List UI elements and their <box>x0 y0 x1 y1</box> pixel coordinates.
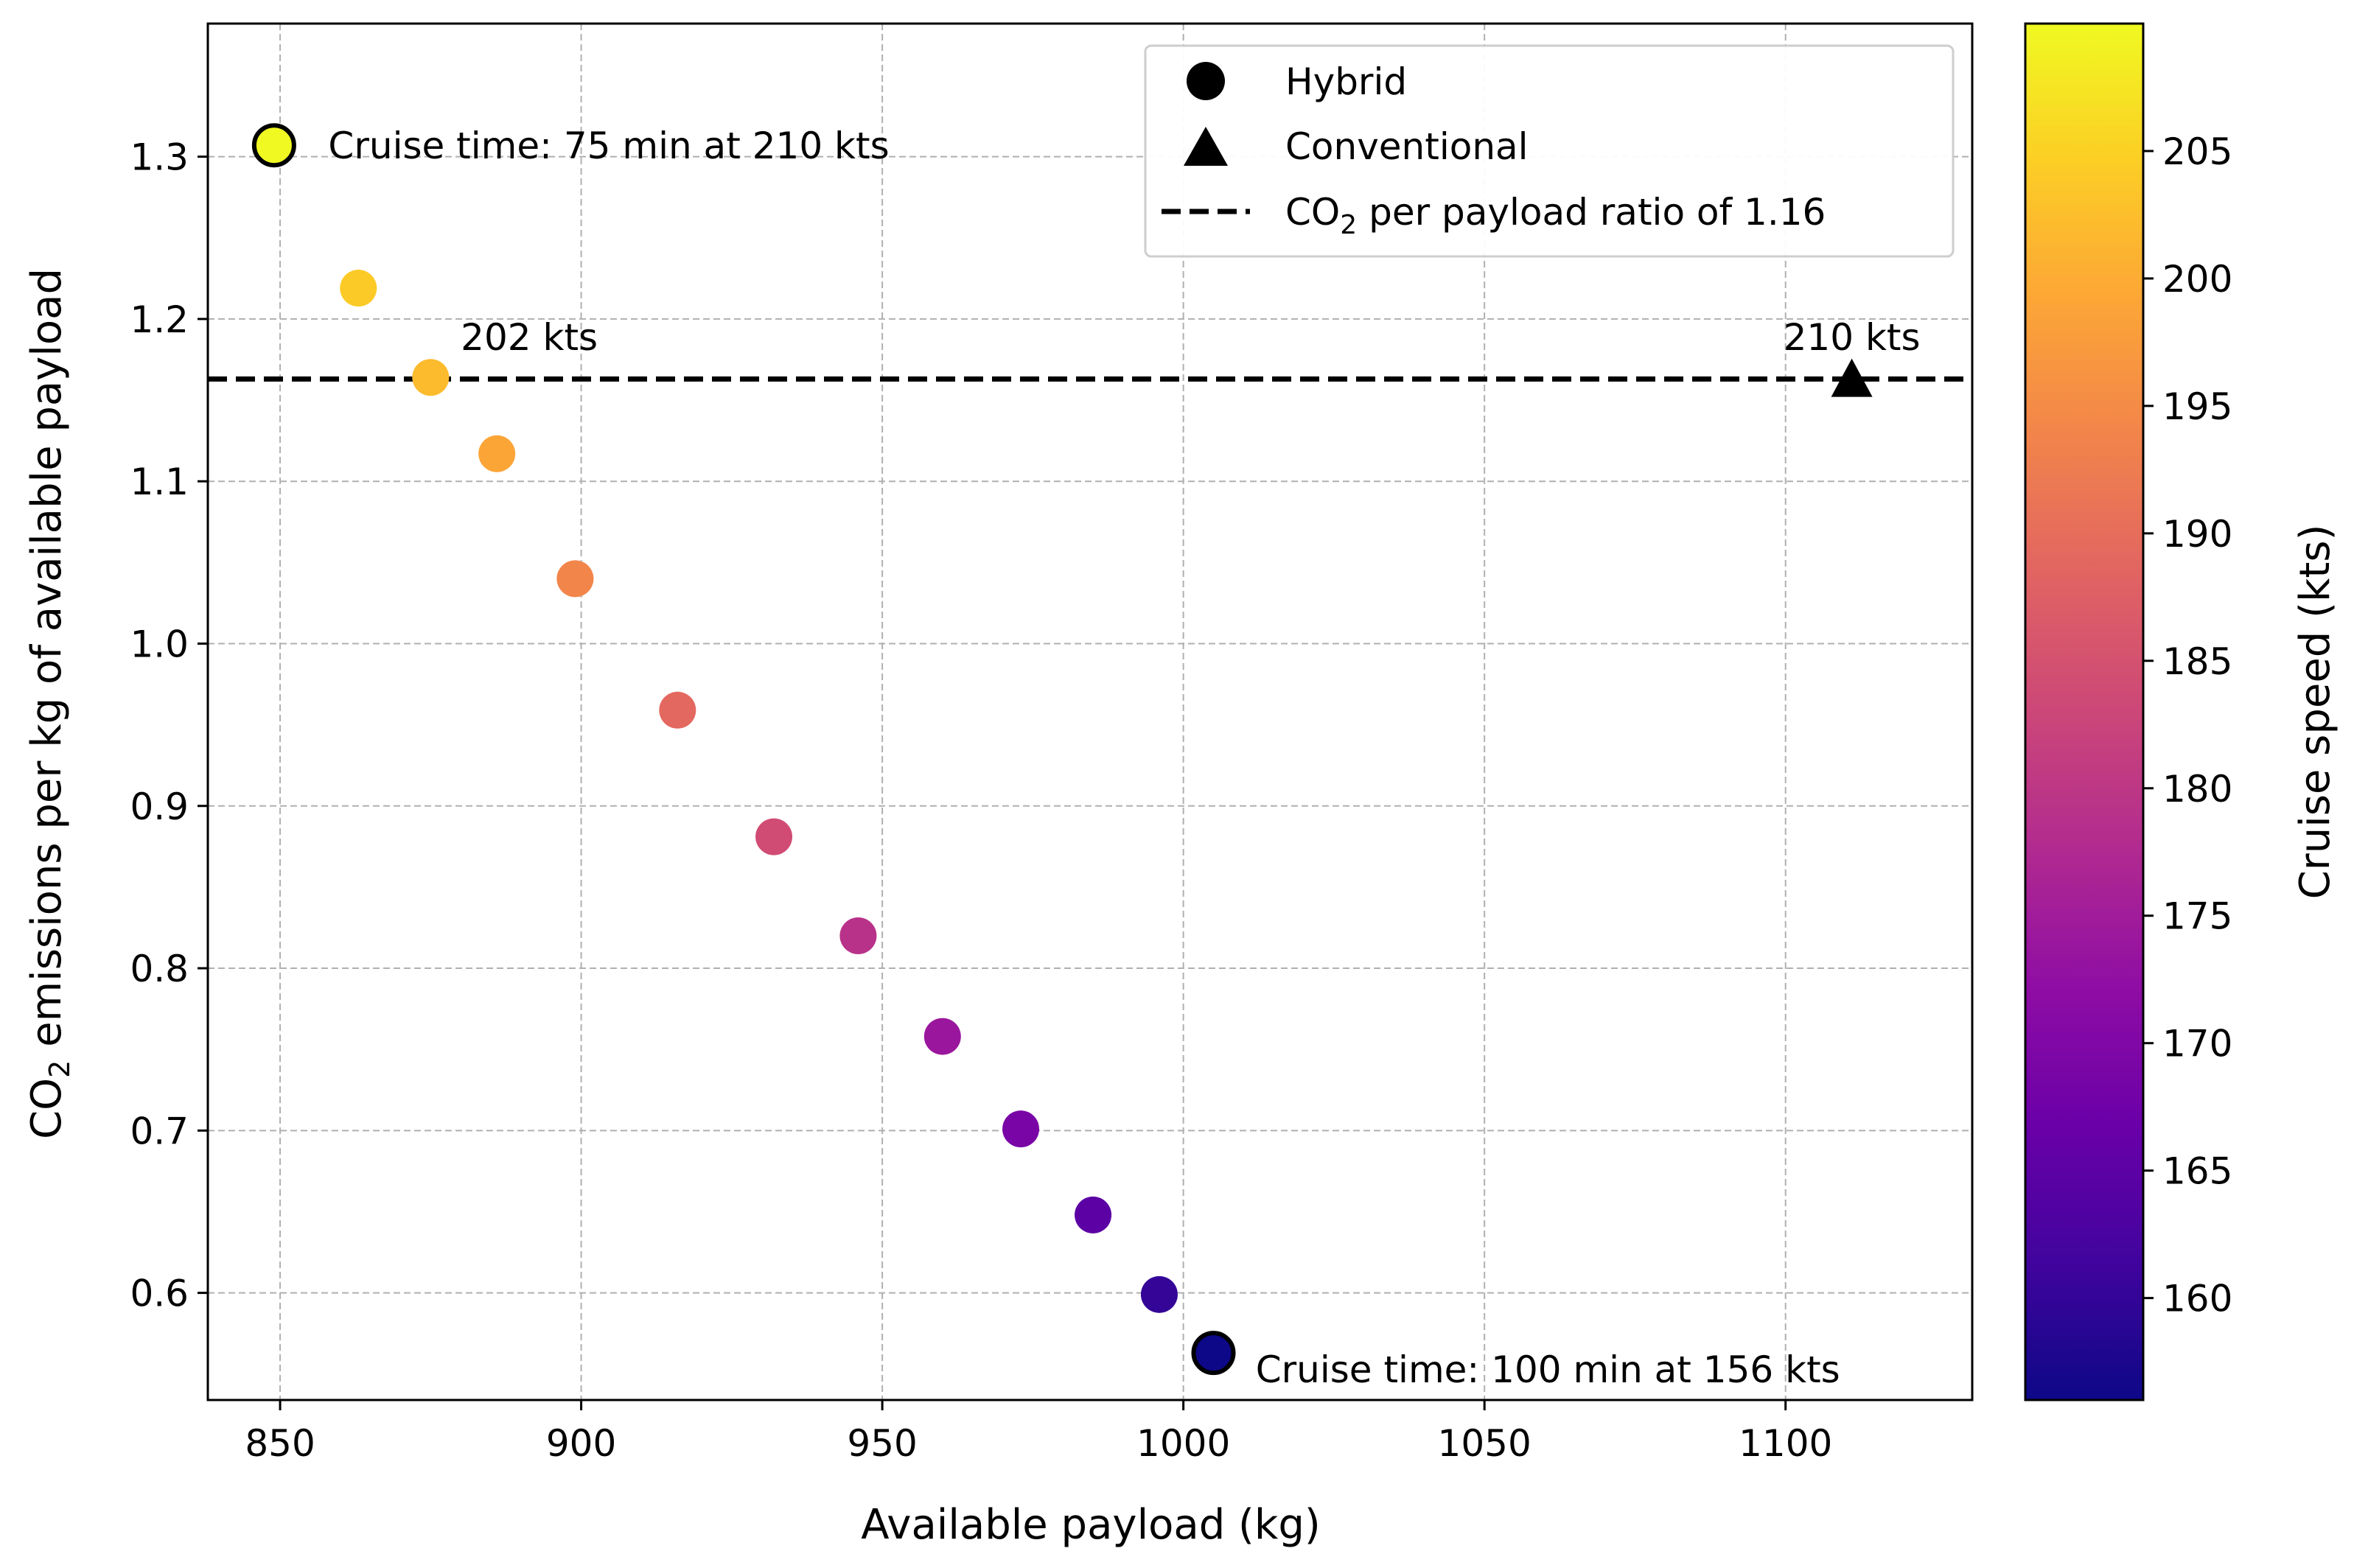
colorbar-tick-label: 170 <box>2162 1023 2232 1065</box>
colorbar-tick-label: 175 <box>2162 895 2232 938</box>
conventional-point <box>1831 358 1873 397</box>
colorbar-tick-label: 180 <box>2162 768 2232 811</box>
hybrid-point <box>340 270 377 307</box>
legend-hybrid-marker <box>1187 62 1225 100</box>
annotation-label: 202 kts <box>461 316 598 359</box>
annotation-label: Cruise time: 75 min at 210 kts <box>328 125 889 167</box>
hybrid-point <box>839 917 877 954</box>
axes: 850 900 950 1000 1050 1100 0.6 0.7 0.8 0.9 1.0 1.1 1… <box>130 22 1974 1465</box>
y-tick-label: 1.0 <box>130 623 189 665</box>
x-tick-label: 900 <box>546 1422 616 1465</box>
hybrid-point <box>1002 1110 1040 1148</box>
colorbar-tick-label: 185 <box>2162 640 2232 683</box>
hybrid-point <box>1191 1331 1236 1376</box>
hybrid-point <box>412 359 450 396</box>
legend-reference-label-rest: per payload ratio of 1.16 <box>1357 191 1826 234</box>
y-axis-label-main: CO <box>23 1078 71 1139</box>
legend-reference-label: CO2 per payload ratio of 1.16 <box>1285 191 1826 240</box>
hybrid-point <box>1075 1196 1112 1233</box>
legend-conventional-label: Conventional <box>1285 125 1529 168</box>
x-tick-label: 1100 <box>1739 1422 1832 1465</box>
y-axis-label-rest: emissions per kg of available payload <box>23 268 71 1060</box>
colorbar-tick-label: 195 <box>2162 385 2232 428</box>
colorbar-label: Cruise speed (kts) <box>2291 525 2339 900</box>
legend-reference-label-subscript: 2 <box>1340 210 1357 240</box>
colorbar-tick-label: 190 <box>2162 513 2232 556</box>
colorbar-tick-label: 205 <box>2162 130 2232 173</box>
x-tick-label: 1000 <box>1136 1422 1230 1465</box>
colorbar: 160 165 170 175 180 185 190 195 200 205 Cruise sp… <box>2024 22 2339 1401</box>
y-tick-label: 0.6 <box>130 1273 189 1315</box>
hybrid-point <box>659 691 696 729</box>
plot-frame <box>206 22 1974 1401</box>
y-tick-label: 0.7 <box>130 1110 189 1152</box>
legend: Hybrid Conventional CO2 per payload rati… <box>1144 44 1955 258</box>
x-tick-label: 950 <box>847 1422 917 1465</box>
annotations: Cruise time: 75 min at 210 kts 202 kts 210… <box>328 125 1920 1391</box>
hybrid-point <box>755 818 793 855</box>
hybrid-point <box>923 1018 961 1055</box>
legend-reference-label-main: CO <box>1285 191 1340 234</box>
y-tick-label: 1.2 <box>130 298 189 341</box>
colorbar-tick-label: 200 <box>2162 258 2232 301</box>
x-tick-label: 1050 <box>1438 1422 1532 1465</box>
y-tick-label: 1.1 <box>130 461 189 503</box>
annotation-label: 210 kts <box>1784 316 1921 359</box>
hybrid-point <box>478 435 516 472</box>
legend-conventional-marker <box>1184 127 1228 166</box>
data-points <box>251 123 1873 1376</box>
hybrid-point <box>1140 1275 1178 1313</box>
x-tick-label: 850 <box>245 1422 315 1465</box>
legend-box <box>1144 44 1955 258</box>
hybrid-point <box>556 560 594 598</box>
y-tick-label: 0.9 <box>130 785 189 828</box>
colorbar-tick-label: 165 <box>2162 1150 2232 1193</box>
y-tick-label: 0.8 <box>130 948 189 990</box>
colorbar-tick-label: 160 <box>2162 1278 2232 1320</box>
legend-hybrid-label: Hybrid <box>1285 60 1407 103</box>
hybrid-point <box>251 123 296 168</box>
colorbar-ticks: 160 165 170 175 180 185 190 195 200 205 <box>2143 130 2232 1320</box>
y-axis-label-subscript: 2 <box>43 1060 76 1078</box>
y-tick-label: 1.3 <box>130 136 189 179</box>
x-axis-label: Available payload (kg) <box>861 1501 1320 1549</box>
y-axis-label: CO2 emissions per kg of available payloa… <box>23 268 76 1139</box>
annotation-label: Cruise time: 100 min at 156 kts <box>1256 1348 1840 1391</box>
colorbar-gradient <box>2024 22 2145 1401</box>
